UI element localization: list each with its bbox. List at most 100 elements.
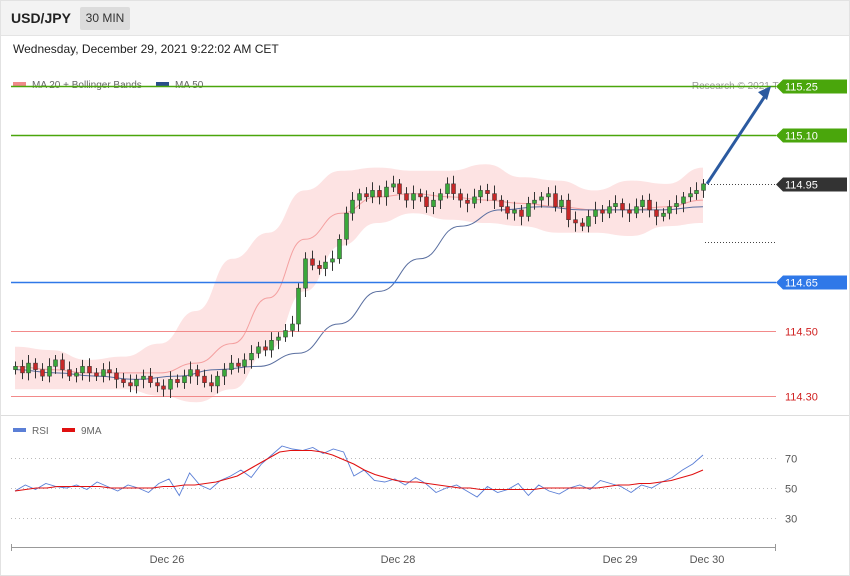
candle: [472, 188, 477, 209]
candle: [478, 185, 483, 204]
candle-body: [236, 362, 241, 367]
rsi-tick-50: 50: [785, 484, 797, 496]
timeframe-button[interactable]: 30 MIN: [80, 7, 130, 30]
candle-body: [694, 190, 699, 194]
candle: [580, 218, 585, 232]
candle: [20, 359, 25, 380]
candle: [661, 208, 666, 222]
candle-body: [553, 193, 558, 207]
candle-body: [121, 379, 126, 383]
candle-body: [148, 375, 153, 383]
level-114-50-label: 114.50: [785, 327, 818, 339]
level-114-65-tag: [776, 275, 847, 290]
candle: [397, 178, 402, 200]
candle: [600, 205, 605, 222]
level-114-95-tag: [776, 177, 847, 192]
candle-body: [26, 362, 31, 374]
candle-body: [681, 196, 686, 204]
candle-body: [114, 372, 119, 380]
candle-body: [384, 186, 389, 198]
candle-body: [573, 219, 578, 224]
candle: [74, 368, 79, 383]
candle: [451, 175, 456, 200]
candle: [134, 374, 139, 394]
candle: [431, 192, 436, 215]
level-115-10-label: 115.10: [785, 131, 818, 143]
legend-9ma-label: 9MA: [81, 426, 102, 437]
rsi-series-9ma: [14, 449, 704, 492]
candle-body: [94, 372, 99, 377]
candle: [94, 368, 99, 382]
candle-body: [472, 196, 477, 204]
candle: [694, 182, 699, 200]
candle-body: [411, 193, 416, 201]
candle: [101, 363, 106, 383]
candle-body: [330, 258, 335, 263]
candle: [357, 188, 362, 209]
candle-body: [647, 199, 652, 211]
candle-body: [87, 366, 92, 374]
candle-body: [492, 193, 497, 201]
legend-ma50: MA 50: [156, 80, 203, 91]
candle: [249, 345, 254, 369]
candle: [215, 371, 220, 394]
candle: [222, 363, 227, 385]
candle-body: [20, 366, 25, 374]
candle-body: [74, 372, 79, 377]
candle-body: [33, 362, 38, 370]
candle: [532, 192, 537, 210]
candle: [290, 315, 295, 337]
candle: [195, 364, 200, 385]
candle-body: [667, 206, 672, 214]
candle-body: [155, 382, 160, 387]
candle-body: [290, 323, 295, 331]
candle: [128, 374, 133, 393]
candle: [613, 195, 618, 213]
candle-body: [539, 196, 544, 201]
candle-body: [195, 369, 200, 377]
candle: [168, 371, 173, 398]
candle-body: [634, 206, 639, 214]
candle: [593, 201, 598, 224]
candle: [303, 252, 308, 297]
candle-body: [661, 212, 666, 217]
candle-body: [215, 375, 220, 387]
candle: [155, 377, 160, 393]
legend-9ma: 9MA: [62, 426, 102, 437]
candle: [559, 195, 564, 213]
candle: [330, 250, 335, 271]
candle-body: [310, 258, 315, 266]
candle: [667, 200, 672, 220]
candle-body: [80, 366, 85, 374]
projection-arrow-head: [758, 86, 771, 101]
candle-body: [688, 193, 693, 198]
candle: [701, 178, 706, 198]
projection-arrow-line: [705, 95, 767, 185]
candle-body: [499, 199, 504, 207]
candle: [26, 354, 31, 381]
candle-body: [222, 369, 227, 377]
candle: [317, 260, 322, 275]
candle: [566, 193, 571, 228]
rsi-series-rsi: [14, 445, 704, 498]
candle: [148, 368, 153, 388]
candle-body: [161, 385, 166, 390]
candle: [688, 187, 693, 202]
legend-9ma-swatch: [62, 428, 75, 433]
chart-datetime: Wednesday, December 29, 2021 9:22:02 AM …: [13, 42, 279, 56]
candle-body: [424, 196, 429, 207]
level-114-65-label: 114.65: [785, 278, 818, 290]
candle-body: [418, 193, 423, 198]
candle: [350, 192, 355, 221]
candle: [526, 196, 531, 222]
candle-body: [701, 183, 706, 191]
candle-body: [512, 209, 517, 214]
candle: [263, 340, 268, 357]
candle-body: [249, 353, 254, 361]
candle-body: [546, 193, 551, 198]
candle-body: [654, 209, 659, 217]
legend-rsi: RSI: [13, 426, 49, 437]
candle: [344, 206, 349, 246]
candle-body: [141, 375, 146, 380]
